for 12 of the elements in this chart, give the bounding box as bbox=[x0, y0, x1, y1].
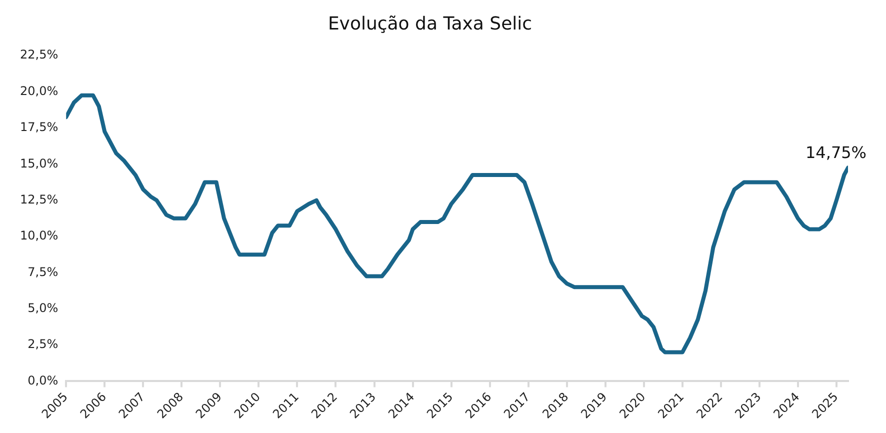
y-tick-label: 5,0% bbox=[28, 300, 58, 315]
y-tick-label: 2,5% bbox=[28, 337, 58, 352]
y-tick-label: 0,0% bbox=[28, 373, 58, 388]
y-tick-label: 15,0% bbox=[20, 156, 58, 170]
y-tick-label: 20,0% bbox=[20, 84, 58, 98]
y-tick-label: 12,5% bbox=[20, 192, 58, 206]
y-tick-label: 7,5% bbox=[28, 264, 58, 279]
annotation: 14,75% bbox=[805, 142, 867, 162]
y-tick-label: 17,5% bbox=[20, 120, 58, 134]
chart-title: Evolução da Taxa Selic bbox=[328, 13, 532, 34]
y-tick-label: 22,5% bbox=[20, 48, 58, 62]
y-tick-label: 10,0% bbox=[20, 228, 58, 243]
